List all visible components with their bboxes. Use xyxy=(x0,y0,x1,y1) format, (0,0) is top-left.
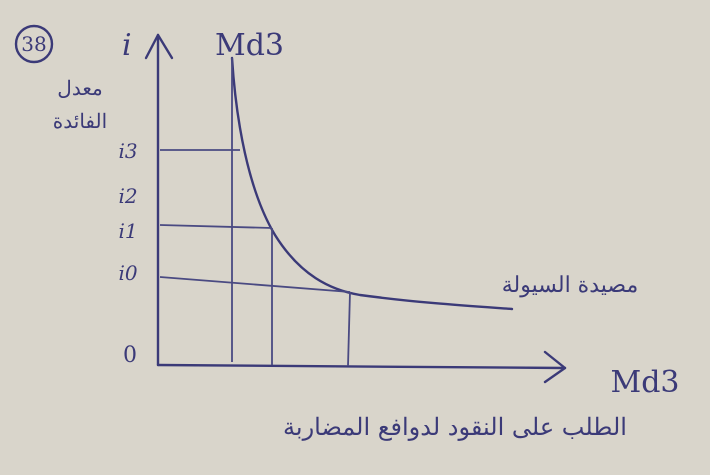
y-tick-label: i2 xyxy=(118,184,137,208)
x-label: Md3 xyxy=(610,365,679,400)
origin-label: 0 xyxy=(123,343,137,368)
curve-label: Md3 xyxy=(215,28,284,63)
diagram: 38 i Md3 معدل الفائدة i3 i2 i1 i0 0 مصيد… xyxy=(0,0,710,475)
annotation: مصيدة السيولة xyxy=(502,273,639,298)
y-tick-label: i3 xyxy=(118,139,137,163)
y-tick-label: i0 xyxy=(118,261,137,285)
y-label: الفائدة xyxy=(53,109,107,133)
y-tick-label: i1 xyxy=(118,219,137,243)
y-symbol: i xyxy=(122,28,132,63)
paper xyxy=(0,0,710,475)
figure-number: 38 xyxy=(21,32,46,56)
y-label: معدل xyxy=(57,76,102,100)
x-caption: الطلب على النقود لدوافع المضاربة xyxy=(283,413,627,441)
